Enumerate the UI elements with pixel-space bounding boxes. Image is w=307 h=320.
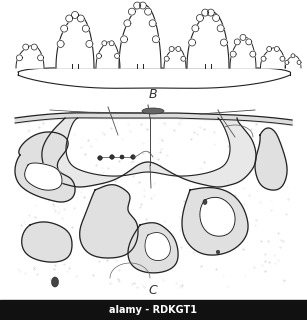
Polygon shape bbox=[61, 25, 68, 32]
Polygon shape bbox=[213, 14, 220, 21]
Polygon shape bbox=[139, 2, 146, 9]
Polygon shape bbox=[196, 14, 204, 21]
Polygon shape bbox=[145, 8, 152, 15]
Polygon shape bbox=[274, 46, 279, 52]
Bar bbox=[0, 300, 307, 320]
Polygon shape bbox=[285, 56, 301, 68]
Polygon shape bbox=[220, 39, 227, 46]
Polygon shape bbox=[152, 36, 159, 43]
Polygon shape bbox=[96, 53, 101, 59]
Polygon shape bbox=[102, 41, 107, 46]
Polygon shape bbox=[22, 222, 72, 262]
Polygon shape bbox=[230, 37, 256, 68]
Polygon shape bbox=[72, 12, 79, 19]
Polygon shape bbox=[250, 51, 256, 57]
Polygon shape bbox=[82, 25, 89, 32]
Polygon shape bbox=[42, 118, 256, 187]
Polygon shape bbox=[261, 56, 266, 61]
Polygon shape bbox=[18, 68, 290, 88]
Polygon shape bbox=[86, 40, 93, 47]
Ellipse shape bbox=[216, 250, 220, 254]
Polygon shape bbox=[255, 128, 287, 190]
Polygon shape bbox=[230, 51, 236, 57]
Polygon shape bbox=[246, 39, 252, 45]
Polygon shape bbox=[128, 223, 178, 273]
Polygon shape bbox=[187, 12, 229, 68]
Polygon shape bbox=[128, 8, 135, 15]
Polygon shape bbox=[57, 40, 64, 47]
Polygon shape bbox=[77, 15, 84, 22]
Ellipse shape bbox=[110, 155, 114, 159]
Ellipse shape bbox=[203, 199, 207, 204]
Polygon shape bbox=[80, 185, 138, 258]
Polygon shape bbox=[16, 55, 22, 61]
Polygon shape bbox=[25, 163, 62, 190]
Polygon shape bbox=[200, 197, 235, 236]
Polygon shape bbox=[23, 44, 29, 50]
Polygon shape bbox=[66, 15, 73, 22]
Polygon shape bbox=[124, 20, 131, 27]
Polygon shape bbox=[96, 42, 120, 68]
Polygon shape bbox=[202, 9, 209, 16]
Polygon shape bbox=[297, 60, 301, 64]
Polygon shape bbox=[31, 44, 37, 50]
Polygon shape bbox=[181, 56, 186, 61]
Polygon shape bbox=[115, 53, 120, 59]
Polygon shape bbox=[56, 15, 94, 68]
Polygon shape bbox=[149, 20, 156, 27]
Polygon shape bbox=[207, 9, 214, 16]
Polygon shape bbox=[145, 233, 170, 260]
Polygon shape bbox=[182, 188, 248, 255]
Polygon shape bbox=[169, 46, 174, 52]
Ellipse shape bbox=[142, 108, 164, 114]
Polygon shape bbox=[285, 60, 289, 64]
Polygon shape bbox=[234, 39, 240, 45]
Text: C: C bbox=[149, 284, 157, 297]
Polygon shape bbox=[134, 2, 141, 9]
Ellipse shape bbox=[131, 155, 135, 159]
Ellipse shape bbox=[98, 156, 102, 160]
Polygon shape bbox=[192, 25, 199, 32]
Polygon shape bbox=[16, 45, 44, 68]
Polygon shape bbox=[121, 36, 128, 43]
Polygon shape bbox=[267, 46, 272, 52]
Polygon shape bbox=[261, 48, 286, 68]
Polygon shape bbox=[240, 34, 246, 40]
Polygon shape bbox=[119, 5, 161, 68]
Polygon shape bbox=[217, 25, 224, 32]
Polygon shape bbox=[280, 56, 285, 61]
Polygon shape bbox=[188, 39, 196, 46]
Polygon shape bbox=[164, 56, 169, 61]
Ellipse shape bbox=[52, 277, 59, 287]
Polygon shape bbox=[164, 48, 186, 68]
Text: B: B bbox=[149, 87, 157, 100]
Polygon shape bbox=[109, 41, 114, 46]
Ellipse shape bbox=[120, 155, 124, 159]
Text: alamy - RDKGT1: alamy - RDKGT1 bbox=[109, 305, 197, 315]
Polygon shape bbox=[37, 55, 44, 61]
Polygon shape bbox=[291, 54, 295, 58]
Polygon shape bbox=[176, 46, 181, 52]
Polygon shape bbox=[15, 132, 75, 202]
